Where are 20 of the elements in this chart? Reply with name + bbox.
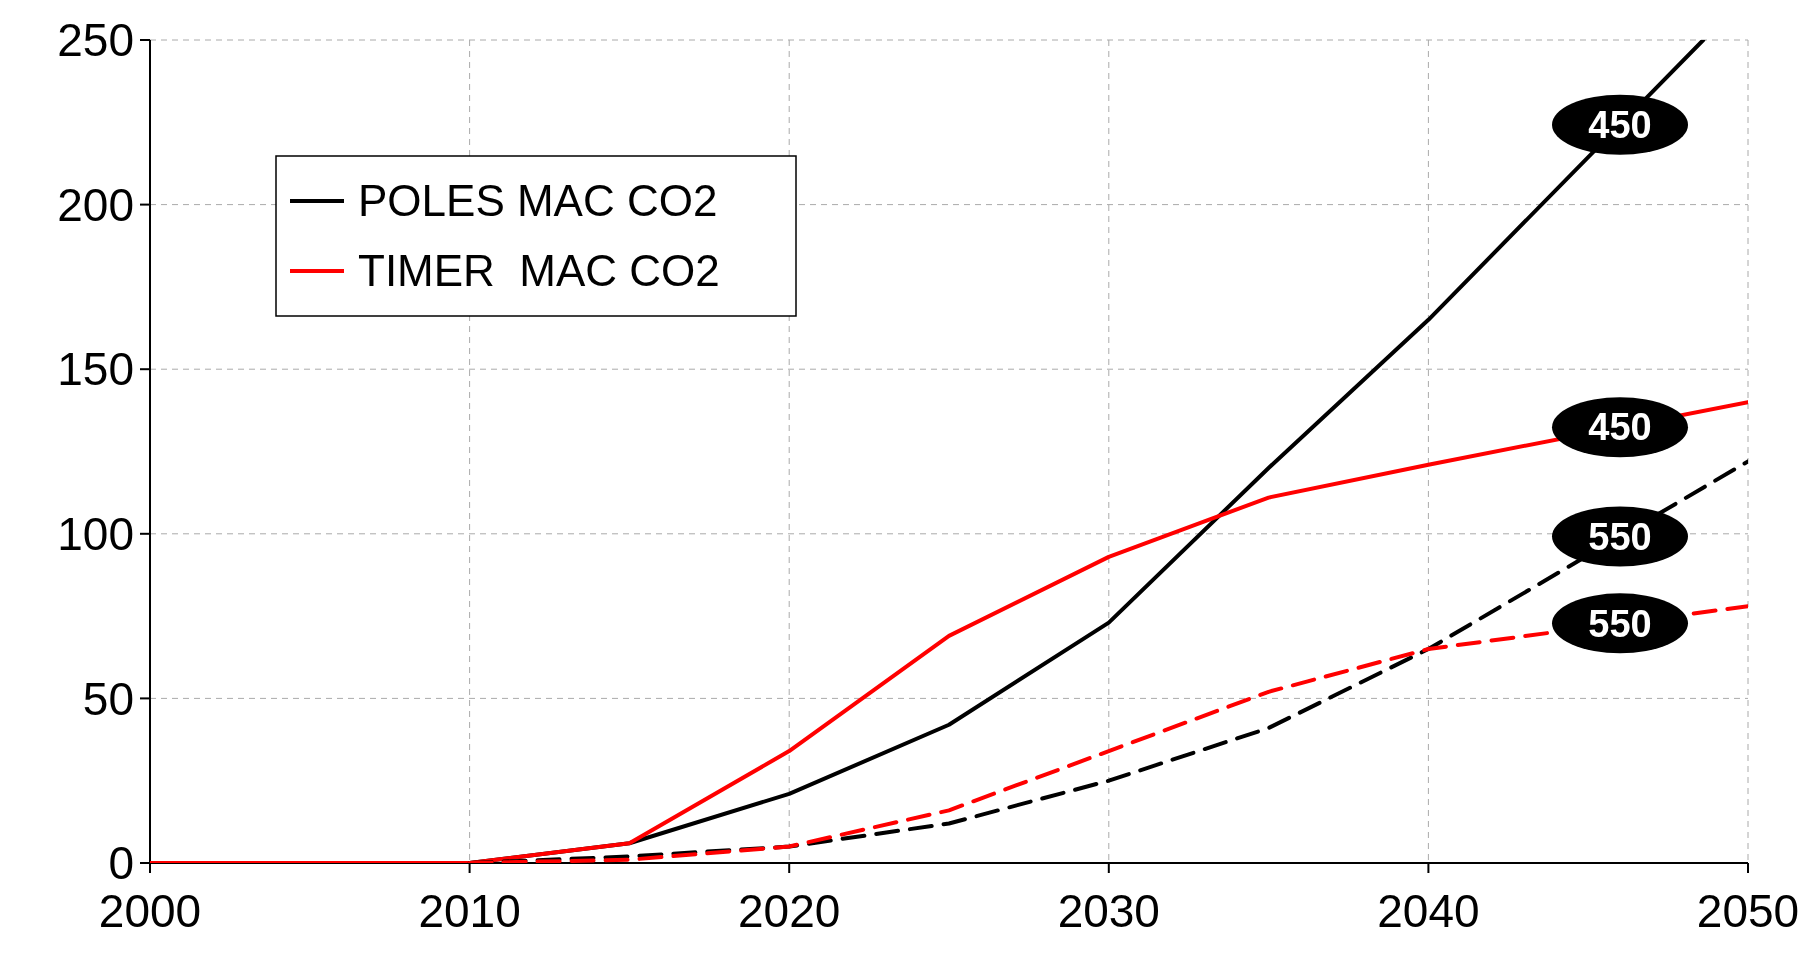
annotation: 550 — [1588, 515, 1652, 558]
annotation: 450 — [1588, 406, 1652, 449]
annotation: 550 — [1588, 602, 1652, 645]
x-tick-label: 2010 — [418, 885, 521, 937]
x-tick-label: 2020 — [738, 885, 841, 937]
y-tick-label: 100 — [57, 507, 134, 560]
x-tick-label: 2040 — [1377, 885, 1480, 937]
y-tick-label: 50 — [82, 672, 134, 725]
x-tick-label: 2030 — [1057, 885, 1160, 937]
y-tick-label: 250 — [57, 14, 134, 67]
legend-label: POLES MAC CO2 — [358, 176, 718, 226]
oval-label: 550 — [1552, 593, 1688, 654]
oval-label: 450 — [1552, 397, 1688, 458]
annotation: 450 — [1588, 104, 1652, 147]
y-tick-label: 200 — [57, 178, 134, 231]
y-tick-label: 150 — [57, 343, 134, 396]
x-tick-label: 2050 — [1696, 885, 1800, 937]
oval-label: 450 — [1552, 94, 1688, 155]
legend-label: TIMER MAC CO2 — [358, 246, 720, 296]
oval-label: 550 — [1552, 506, 1688, 567]
